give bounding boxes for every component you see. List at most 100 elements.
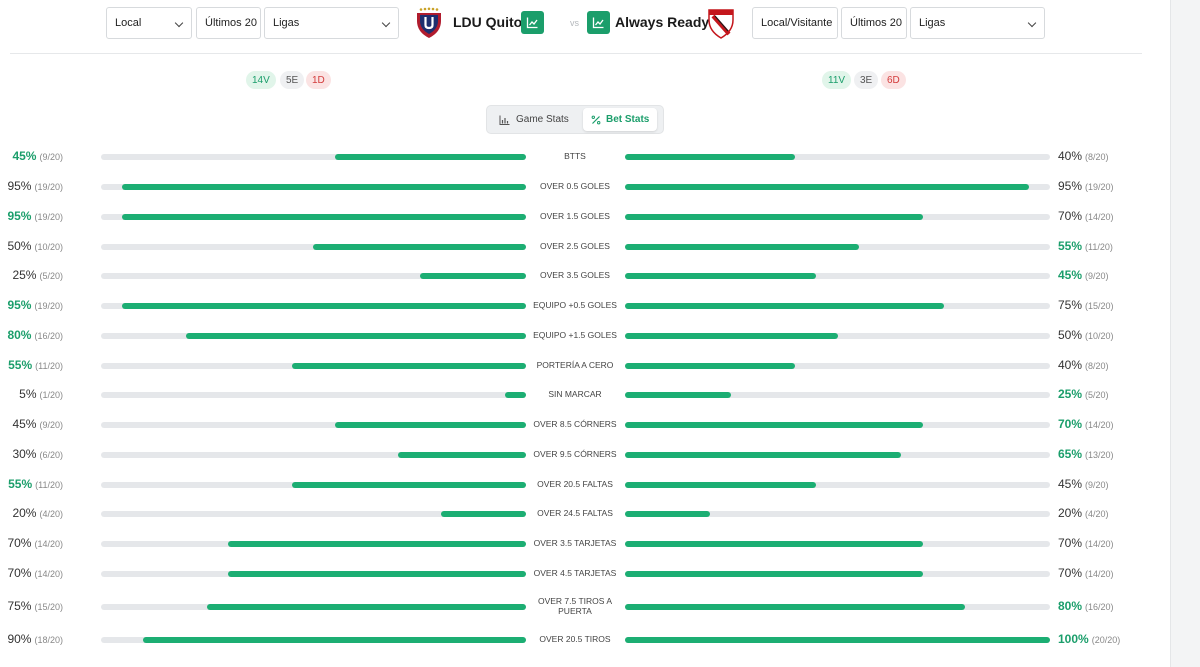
- away-stat-bar-fill: [625, 511, 710, 517]
- away-stat-value: 65%: [1058, 447, 1083, 461]
- away-stat-bar: [625, 571, 1050, 577]
- away-stat-bar: [625, 184, 1050, 190]
- away-stat-bar: [625, 214, 1050, 220]
- home-stat-percent: 80% (16/20): [7, 328, 63, 342]
- stat-label: PORTERÍA A CERO: [536, 360, 614, 370]
- home-chart-button[interactable]: [521, 11, 544, 34]
- home-team-name: LDU Quito: [453, 14, 523, 30]
- away-stat-bar-fill: [625, 422, 923, 428]
- away-stat-value: 25%: [1058, 387, 1083, 401]
- home-stat-count: (15/20): [34, 602, 63, 612]
- home-stat-percent: 70% (14/20): [7, 566, 63, 580]
- away-stat-value: 75%: [1058, 298, 1083, 312]
- away-range-button[interactable]: Últimos 20: [841, 7, 907, 39]
- away-stat-count: (11/20): [1085, 242, 1113, 252]
- away-stat-bar: [625, 452, 1050, 458]
- home-venue-select[interactable]: Local: [106, 7, 192, 39]
- home-stat-percent: 90% (18/20): [7, 632, 63, 646]
- ldu-quito-crest-icon: [417, 7, 441, 38]
- home-stat-bar-fill: [122, 184, 526, 190]
- away-stat-percent: 70% (14/20): [1058, 417, 1114, 431]
- away-leagues-value: Ligas: [919, 17, 946, 29]
- stat-label: OVER 24.5 FALTAS: [537, 508, 613, 518]
- stat-row: 50% (10/20) OVER 2.5 GOLES 55% (11/20): [0, 237, 1170, 257]
- percent-icon: [591, 115, 601, 124]
- tab-game-stats[interactable]: Game Stats: [491, 108, 577, 131]
- stat-label: OVER 3.5 TARJETAS: [533, 538, 617, 548]
- away-stat-count: (5/20): [1085, 390, 1109, 400]
- away-stat-percent: 75% (15/20): [1058, 298, 1114, 312]
- tab-bet-stats-label: Bet Stats: [606, 114, 650, 125]
- away-stat-bar-fill: [625, 333, 838, 339]
- trend-chart-icon: [526, 17, 538, 29]
- home-stat-percent: 75% (15/20): [7, 599, 63, 613]
- away-stat-bar: [625, 244, 1050, 250]
- away-stat-count: (20/20): [1091, 635, 1121, 645]
- home-stat-bar: [101, 541, 526, 547]
- stat-row: 95% (19/20) OVER 1.5 GOLES 70% (14/20): [0, 207, 1170, 227]
- trend-chart-icon: [592, 17, 604, 29]
- away-stat-count: (16/20): [1085, 602, 1114, 612]
- stat-label: OVER 2.5 GOLES: [540, 241, 610, 251]
- home-stat-bar: [101, 482, 526, 488]
- home-stat-count: (19/20): [34, 301, 63, 311]
- stat-label: EQUIPO +0.5 GOLES: [533, 300, 617, 310]
- home-stat-bar-fill: [228, 571, 526, 577]
- home-stat-percent: 55% (11/20): [8, 358, 63, 372]
- away-stat-bar: [625, 303, 1050, 309]
- away-stat-bar: [625, 511, 1050, 517]
- scrollbar-area[interactable]: [1170, 0, 1200, 667]
- away-stat-bar: [625, 273, 1050, 279]
- home-stat-percent: 20% (4/20): [12, 506, 63, 520]
- home-stat-value: 55%: [8, 477, 33, 491]
- chevron-down-icon: [174, 18, 184, 28]
- tab-bet-stats[interactable]: Bet Stats: [583, 108, 658, 131]
- home-leagues-select[interactable]: Ligas: [264, 7, 399, 39]
- home-range-button[interactable]: Últimos 20: [196, 7, 261, 39]
- away-stat-bar: [625, 422, 1050, 428]
- stat-row: 45% (9/20) BTTS 40% (8/20): [0, 147, 1170, 167]
- home-stat-bar-fill: [292, 482, 526, 488]
- away-stat-count: (13/20): [1085, 450, 1114, 460]
- home-stat-value: 80%: [7, 328, 32, 342]
- home-stat-bar-fill: [186, 333, 526, 339]
- home-stat-percent: 30% (6/20): [12, 447, 63, 461]
- away-stat-value: 45%: [1058, 477, 1083, 491]
- stat-row: 95% (19/20) OVER 0.5 GOLES 95% (19/20): [0, 177, 1170, 197]
- away-stat-percent: 80% (16/20): [1058, 599, 1114, 613]
- home-stat-value: 50%: [7, 239, 32, 253]
- away-stat-bar-fill: [625, 214, 923, 220]
- away-stat-percent: 70% (14/20): [1058, 566, 1114, 580]
- home-stat-value: 55%: [8, 358, 33, 372]
- stats-toggle: Game Stats Bet Stats: [486, 105, 664, 134]
- away-stat-value: 70%: [1058, 417, 1083, 431]
- home-leagues-value: Ligas: [273, 17, 300, 29]
- away-leagues-select[interactable]: Ligas: [910, 7, 1045, 39]
- home-stat-count: (11/20): [35, 480, 63, 490]
- home-stat-bar-fill: [420, 273, 526, 279]
- away-stat-percent: 45% (9/20): [1058, 477, 1109, 491]
- home-stat-bar: [101, 244, 526, 250]
- stat-label: BTTS: [564, 151, 586, 161]
- stat-row: 45% (9/20) OVER 8.5 CÓRNERS 70% (14/20): [0, 415, 1170, 435]
- home-stat-value: 5%: [19, 387, 37, 401]
- away-wins-badge: 11V: [822, 71, 852, 89]
- home-stat-percent: 70% (14/20): [7, 536, 63, 550]
- home-stat-percent: 55% (11/20): [8, 477, 63, 491]
- away-stat-value: 40%: [1058, 149, 1083, 163]
- home-stat-bar: [101, 452, 526, 458]
- home-stat-bar-fill: [335, 422, 526, 428]
- home-stat-bar: [101, 333, 526, 339]
- home-stat-percent: 45% (9/20): [12, 417, 63, 431]
- home-stat-percent: 45% (9/20): [12, 149, 63, 163]
- home-stat-percent: 50% (10/20): [7, 239, 63, 253]
- stat-label: OVER 20.5 TIROS: [539, 634, 611, 644]
- away-chart-button[interactable]: [587, 11, 610, 34]
- away-stat-bar-fill: [625, 571, 923, 577]
- home-stat-value: 20%: [12, 506, 37, 520]
- away-stat-count: (14/20): [1085, 420, 1114, 430]
- stat-label: OVER 20.5 FALTAS: [537, 479, 613, 489]
- away-stat-percent: 25% (5/20): [1058, 387, 1109, 401]
- away-venue-select[interactable]: Local/Visitante: [752, 7, 838, 39]
- chevron-down-icon: [1027, 18, 1037, 28]
